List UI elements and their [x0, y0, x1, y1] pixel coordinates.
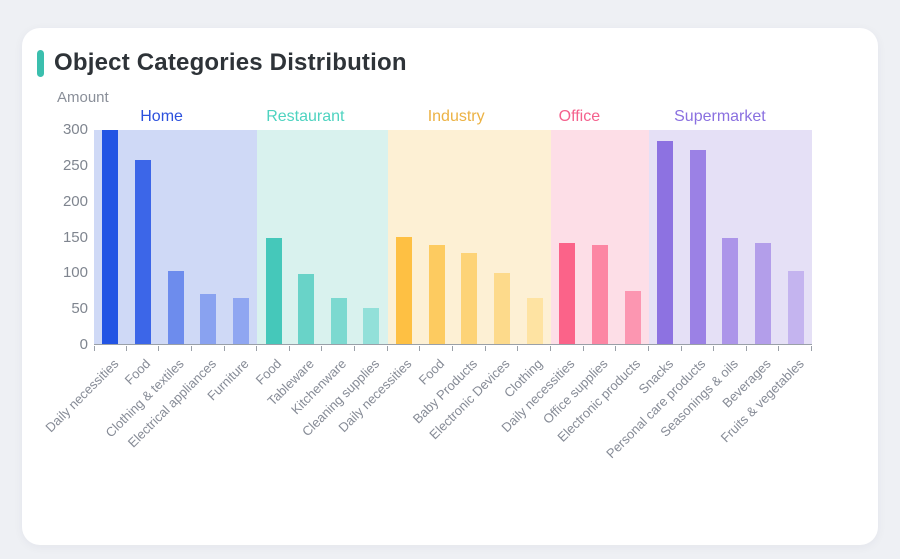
- bar-slot: [127, 130, 160, 344]
- group-band-supermarket: [648, 130, 813, 344]
- bar-slot: [94, 130, 127, 344]
- bar-slot: [518, 130, 551, 344]
- x-tick-kitchenware: Kitchenware: [288, 346, 355, 516]
- chart-title: Object Categories Distribution: [54, 49, 407, 76]
- x-tick-daily-necessities: Daily necessities: [499, 346, 584, 516]
- x-tick-tableware: Tableware: [264, 346, 323, 516]
- bar-office-electronic-products[interactable]: [624, 290, 641, 344]
- bar-slot: [355, 130, 388, 344]
- y-axis: 300 250 200 150 100 50 0: [22, 121, 88, 353]
- group-band-office: [550, 130, 649, 344]
- bar-restaurant-tableware[interactable]: [298, 274, 315, 344]
- group-header-label: Restaurant: [266, 108, 345, 125]
- group-header-supermarket: Supermarket: [628, 106, 812, 128]
- bar-restaurant-kitchenware[interactable]: [330, 297, 347, 344]
- bar-slot: [159, 130, 192, 344]
- x-tick-electronic-products: Electronic products: [554, 346, 649, 516]
- x-tick-cleaning-supplies: Cleaning supplies: [299, 346, 388, 516]
- x-tick-electronic-devices: Electronic Devices: [426, 346, 519, 516]
- bar-slot: [388, 130, 421, 344]
- y-tick-label-0: 0: [79, 336, 88, 353]
- bar-slot: [616, 130, 649, 344]
- chart-area: 300 250 200 150 100 50 0 Home Restaurant Industr…: [22, 106, 878, 545]
- bar-industry-clothing[interactable]: [526, 298, 543, 344]
- bar-home-clothing-textiles[interactable]: [167, 270, 184, 344]
- y-tick-label-300: 300: [62, 121, 88, 138]
- bar-slot: [290, 130, 323, 344]
- y-tick-label-50: 50: [71, 300, 88, 318]
- bar-industry-electronic-devices[interactable]: [493, 272, 510, 344]
- bar-home-furniture[interactable]: [232, 298, 249, 344]
- x-tick-food: Food: [416, 346, 453, 516]
- x-tick-electrical-appliances: Electrical appliances: [124, 346, 225, 516]
- bar-slot: [322, 130, 355, 344]
- group-header-restaurant: Restaurant: [229, 106, 381, 128]
- bar-slot: [225, 130, 258, 344]
- bar-supermarket-beverages[interactable]: [755, 243, 772, 344]
- group-header-home: Home: [94, 106, 229, 128]
- y-tick-label-100: 100: [62, 264, 88, 282]
- x-tick-furniture: Furniture: [204, 346, 258, 516]
- bar-supermarket-seasonings-oils[interactable]: [722, 238, 739, 344]
- y-tick-label-250: 250: [62, 156, 88, 174]
- y-tick-label-200: 200: [62, 192, 88, 210]
- bar-slot: [420, 130, 453, 344]
- bar-industry-daily-necessities[interactable]: [396, 237, 413, 344]
- x-tick-food: Food: [122, 346, 160, 516]
- group-header-label: Home: [140, 108, 183, 125]
- bar-supermarket-personal-care-products[interactable]: [689, 149, 706, 344]
- bar-office-daily-necessities[interactable]: [559, 242, 576, 344]
- x-axis-labels: Daily necessities Food Clothing & textiles…: [42, 346, 812, 516]
- x-tick-baby-products: Baby Products: [410, 346, 486, 516]
- y-tick-label-150: 150: [62, 228, 88, 246]
- x-tick-personal-care-products: Personal care products: [603, 346, 715, 516]
- bar-restaurant-food[interactable]: [265, 238, 282, 344]
- bar-slot: [257, 130, 290, 344]
- x-tick-food: Food: [253, 346, 290, 516]
- group-header-label: Industry: [427, 108, 485, 125]
- bar-home-food[interactable]: [134, 159, 151, 344]
- group-header-label: Supermarket: [674, 108, 766, 125]
- x-tick-daily-necessities: Daily necessities: [336, 346, 421, 516]
- x-tick-beverages: Beverages: [719, 346, 780, 516]
- bar-slot: [486, 130, 519, 344]
- bar-supermarket-fruits-vegetables[interactable]: [787, 271, 804, 344]
- title-accent-bar: [37, 50, 44, 77]
- bar-slot: [453, 130, 486, 344]
- group-header-label: Office: [558, 108, 601, 125]
- bar-slot: [192, 130, 225, 344]
- bar-home-electrical-appliances[interactable]: [200, 294, 217, 344]
- bar-office-office-supplies[interactable]: [591, 244, 608, 344]
- x-tick-fruits-vegetables: Fruits & vegetables: [717, 346, 812, 516]
- bar-restaurant-cleaning-supplies[interactable]: [363, 307, 380, 344]
- group-band-home: [94, 130, 258, 344]
- x-tick-snacks: Snacks: [635, 346, 682, 516]
- x-tick-daily-necessities: Daily necessities: [42, 346, 127, 516]
- chart-card: Object Categories Distribution Amount 30…: [22, 28, 878, 545]
- bar-slot: [714, 130, 747, 344]
- group-headers: Home Restaurant Industry Office Supermarket: [94, 106, 812, 128]
- x-tick-seasonings-oils: Seasonings & oils: [657, 346, 747, 516]
- x-tick-clothing: Clothing: [501, 346, 551, 516]
- bar-slot: [584, 130, 617, 344]
- y-axis-title: Amount: [57, 89, 109, 106]
- x-tick-office-supplies: Office supplies: [540, 346, 617, 516]
- bar-slot: [747, 130, 780, 344]
- bar-industry-food[interactable]: [428, 244, 445, 344]
- x-tick-clothing-textiles: Clothing & textiles: [102, 346, 192, 516]
- plot: [94, 130, 813, 345]
- bar-slot: [551, 130, 584, 344]
- bar-supermarket-snacks[interactable]: [657, 140, 674, 344]
- bar-industry-baby-products[interactable]: [461, 253, 478, 344]
- group-header-office: Office: [531, 106, 628, 128]
- bar-slot: [649, 130, 682, 344]
- bar-home-daily-necessities[interactable]: [102, 130, 119, 344]
- bar-slot: [779, 130, 812, 344]
- group-band-industry: [387, 130, 551, 344]
- group-header-industry: Industry: [381, 106, 530, 128]
- group-band-restaurant: [257, 130, 388, 344]
- bar-slot: [681, 130, 714, 344]
